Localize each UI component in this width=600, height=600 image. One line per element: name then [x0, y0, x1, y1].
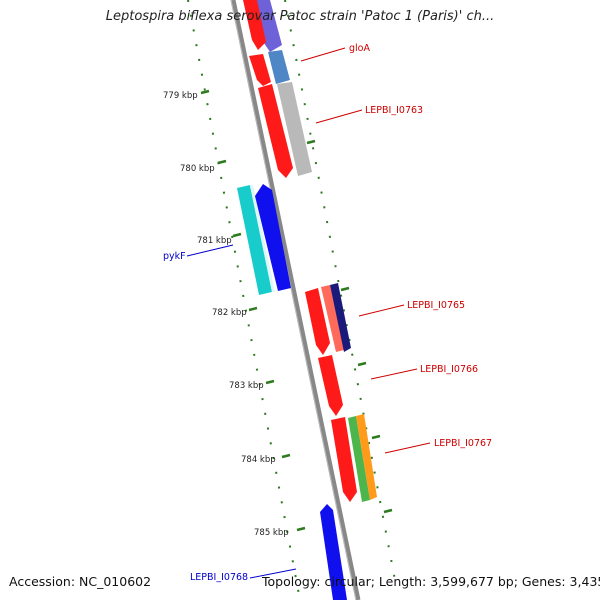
map-title: Leptospira biflexa serovar Patoc strain …: [105, 9, 495, 24]
tick-mark: [296, 526, 306, 532]
gene-feature-blue: [320, 504, 347, 600]
gene-feature-red: [305, 288, 330, 355]
gene-feature-steelblue: [268, 50, 290, 84]
gene-label-LEPBI_I0768[interactable]: LEPBI_I0768: [190, 572, 248, 583]
tick-mark: [357, 361, 367, 367]
gene-feature-navy: [330, 283, 351, 352]
tick-label: 779 kbp: [163, 91, 198, 101]
gene-feature-green: [348, 416, 370, 502]
tick-mark: [232, 232, 242, 238]
outer-dotted-track: [284, 0, 396, 581]
gene-label-gloA[interactable]: gloA: [349, 43, 370, 54]
tick-label: 783 kbp: [229, 381, 264, 391]
tick-label: 784 kbp: [241, 455, 276, 465]
gene-feature-red: [258, 84, 293, 178]
gene-feature-white-stripe: [250, 185, 275, 292]
gene-label-LEPBI_I0765[interactable]: LEPBI_I0765: [407, 300, 465, 311]
leader-line-LEPBI_I0763: [315, 109, 363, 124]
tick-label: 785 kbp: [254, 528, 289, 538]
kbp-ticks: 779 kbp 780 kbp 781 kbp 782 kbp 783 kbp …: [163, 89, 393, 538]
gene-feature-red: [243, 0, 266, 50]
leader-line-pykF: [186, 244, 234, 257]
gene-feature-blue: [255, 184, 291, 291]
tick-mark: [340, 286, 350, 292]
tick-mark: [281, 453, 291, 459]
backbone-line: [230, 0, 361, 600]
gene-label-LEPBI_I0767[interactable]: LEPBI_I0767: [434, 438, 492, 449]
tick-mark: [217, 159, 227, 165]
gene-feature-cyan: [237, 185, 272, 295]
leader-lines: [186, 47, 431, 579]
tick-mark: [383, 508, 393, 514]
tick-mark: [248, 306, 258, 312]
gene-feature-salmon: [321, 285, 344, 352]
backbone-line-highlight: [230, 0, 357, 600]
leader-line-LEPBI_I0767: [384, 442, 431, 454]
leader-line-LEPBI_I0765: [358, 304, 405, 317]
accession-text: Accession: NC_010602: [9, 574, 152, 589]
tick-label: 782 kbp: [212, 308, 247, 318]
leader-line-LEPBI_I0766: [370, 368, 418, 380]
gene-feature-orange: [356, 414, 377, 500]
gene-labels: gloA LEPBI_I0763 pykF LEPBI_I0765 LEPBI_…: [163, 43, 492, 583]
gene-label-LEPBI_I0766[interactable]: LEPBI_I0766: [420, 364, 478, 375]
genome-summary-text: Topology: circular; Length: 3,599,677 bp…: [262, 574, 600, 589]
tick-mark: [200, 89, 210, 95]
tick-label: 781 kbp: [197, 236, 232, 246]
gene-label-pykF[interactable]: pykF: [163, 251, 186, 262]
gene-feature-gray: [277, 82, 312, 176]
backbone: [230, 0, 361, 600]
tick-mark: [371, 434, 381, 440]
gene-feature-red: [318, 355, 343, 416]
gene-features: [237, 0, 377, 600]
leader-line-gloA: [300, 47, 346, 62]
gene-feature-red: [331, 417, 357, 502]
leader-line-LEPBI_I0768: [249, 568, 297, 579]
tick-label: 780 kbp: [180, 164, 215, 174]
gene-label-LEPBI_I0763[interactable]: LEPBI_I0763: [365, 105, 423, 116]
tick-mark: [265, 379, 275, 385]
gene-feature-red: [249, 54, 271, 86]
tick-mark: [306, 139, 316, 145]
